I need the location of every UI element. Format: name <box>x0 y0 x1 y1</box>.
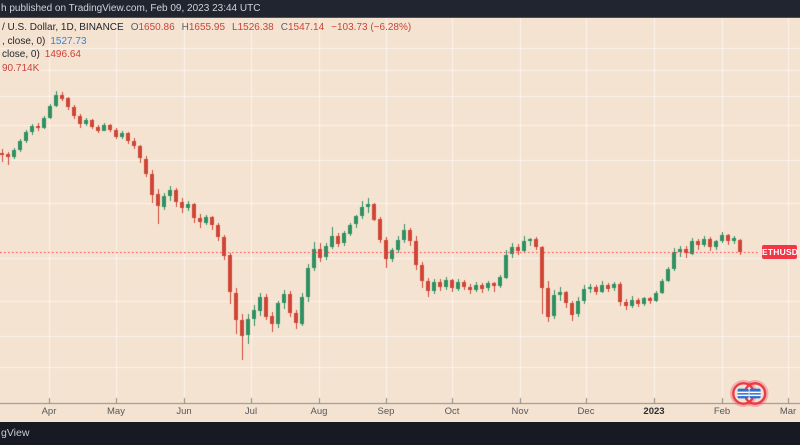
published-attribution-text: h published on TradingView.com, Feb 09, … <box>1 3 261 14</box>
high-label: H <box>181 22 189 33</box>
ma1-label: , close, 0) <box>2 35 46 47</box>
x-axis-label: 2023 <box>643 406 665 417</box>
x-axis-label: Sep <box>377 406 395 417</box>
ma2-value: 1496.64 <box>44 49 81 60</box>
bottom-watermark-bar: gView <box>0 422 800 445</box>
x-axis-label: Apr <box>41 406 57 417</box>
x-axis-label: Nov <box>511 406 529 417</box>
high-value: 1655.95 <box>188 22 226 33</box>
open-label: O <box>130 22 139 33</box>
low-value: 1526.38 <box>237 22 274 33</box>
x-axis-label: Mar <box>779 406 797 417</box>
time-axis[interactable]: Apr May Jun Jul Aug Sep Oct Nov Dec 2023 Feb Mar <box>0 406 800 422</box>
chart-legend: / U.S. Dollar, 1D, BINANCE O1650.86 H1655.… <box>2 21 411 75</box>
x-axis-label: Jul <box>244 406 258 417</box>
published-attribution-bar: h published on TradingView.com, Feb 09, … <box>0 0 800 18</box>
change-value: −103.73 (−6.28%) <box>331 22 412 33</box>
x-axis-label: Dec <box>577 406 595 417</box>
x-axis-label: Feb <box>713 406 731 417</box>
legend-ma1-row: , close, 0) 1527.73 <box>2 35 411 49</box>
x-axis-label: May <box>107 406 125 417</box>
x-axis-label: Aug <box>310 406 328 417</box>
low-label: L <box>232 22 238 33</box>
ma1-value: 1527.73 <box>50 35 87 47</box>
ma2-label: close, 0) <box>2 49 40 60</box>
symbol-title: / U.S. Dollar, 1D, BINANCE <box>2 22 124 33</box>
x-axis-label: Oct <box>444 406 460 417</box>
tradingview-link-text[interactable]: gView <box>1 427 30 439</box>
close-label: C <box>280 22 288 33</box>
close-value: 1547.14 <box>287 22 325 33</box>
coins-watermark-icon <box>729 379 769 414</box>
volume-value: 90.714K <box>2 62 40 74</box>
legend-volume-row: 90.714K <box>2 62 411 76</box>
legend-symbol-row: / U.S. Dollar, 1D, BINANCE O1650.86 H1655.… <box>2 21 411 35</box>
legend-ma2-row: close, 0) 1496.64 <box>2 48 411 62</box>
last-price-tag: ETHUSD <box>762 245 799 259</box>
x-axis-label: Jun <box>176 406 192 417</box>
open-value: 1650.86 <box>138 22 175 33</box>
